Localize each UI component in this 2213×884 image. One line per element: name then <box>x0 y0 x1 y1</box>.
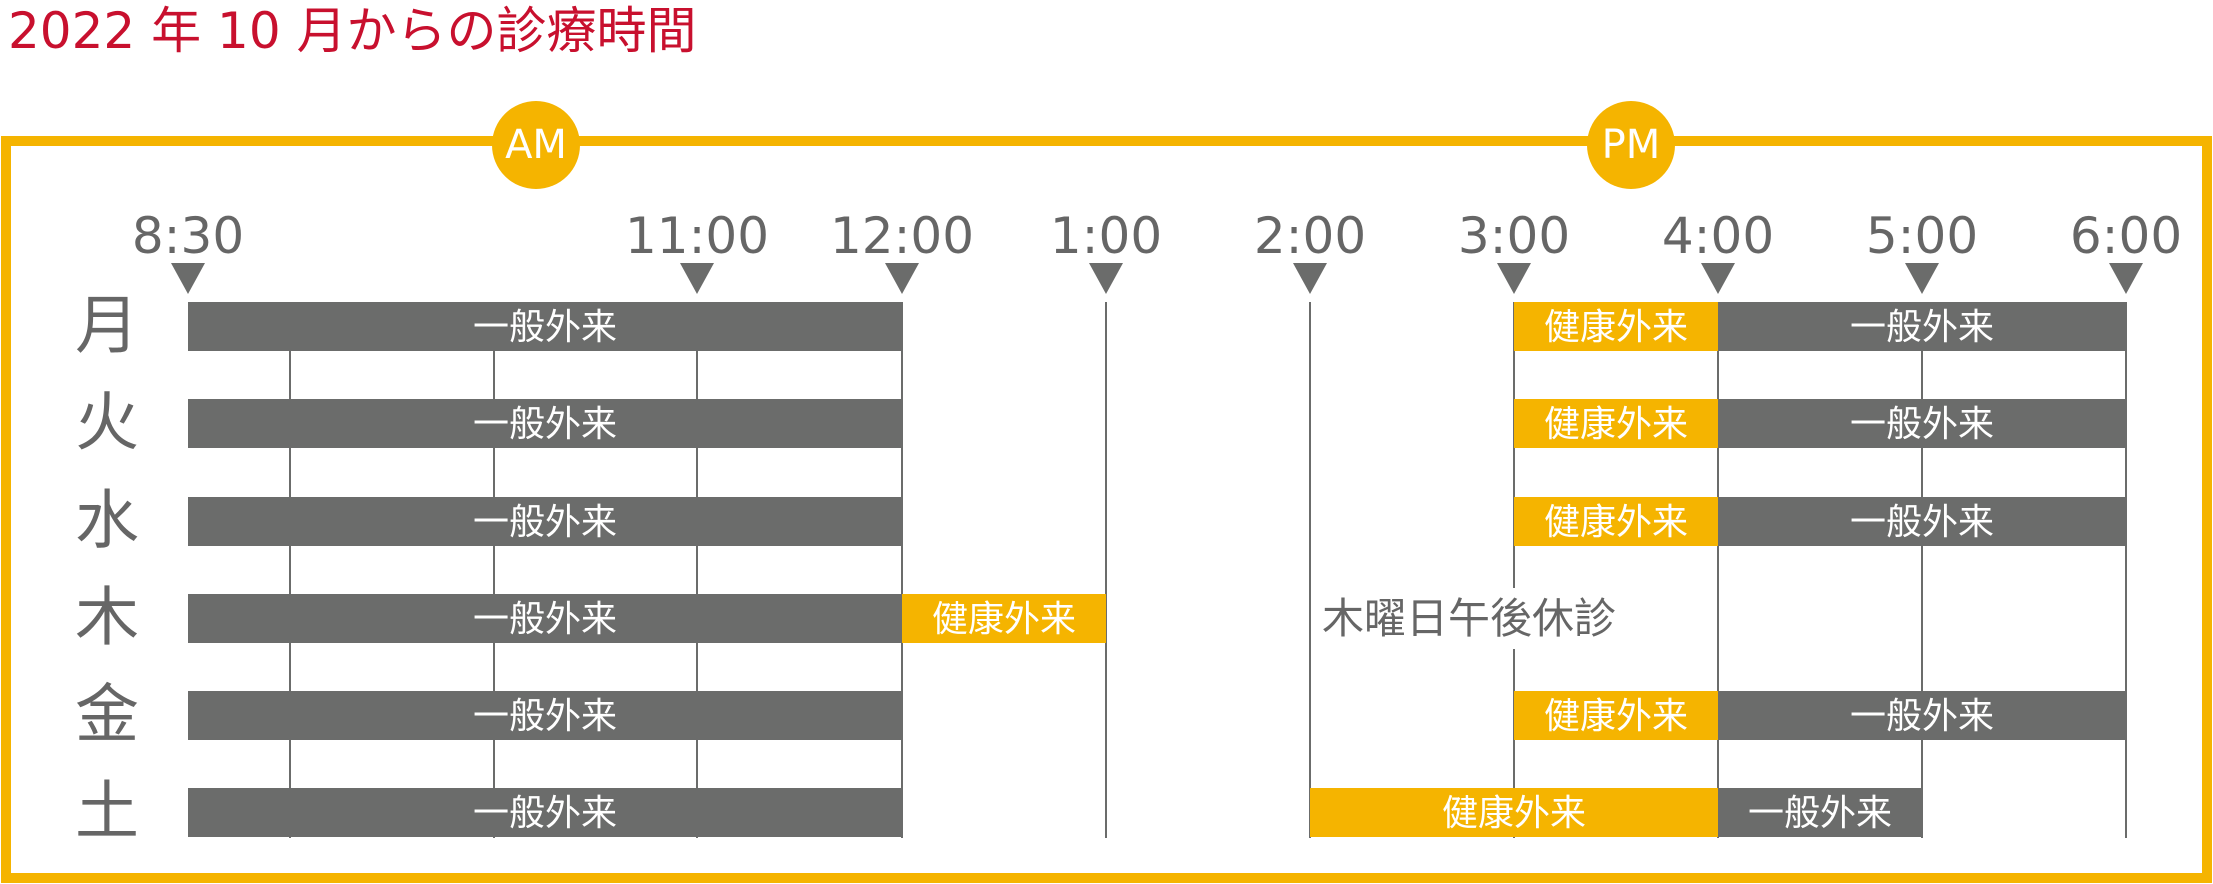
time-marker-arrow <box>1701 263 1735 294</box>
period-badge <box>1587 101 1675 189</box>
block-label: 一般外来 <box>473 404 617 445</box>
general-clinic-block <box>188 399 902 448</box>
period-badge <box>492 101 580 189</box>
day-label: 土 <box>75 776 139 850</box>
block-label: 健康外来 <box>1544 307 1688 348</box>
block-label: 健康外来 <box>1544 404 1688 445</box>
block-label: 一般外来 <box>1850 696 1994 737</box>
health-clinic-block <box>1514 302 1718 351</box>
block-label: 一般外来 <box>473 502 617 543</box>
time-label: 4:00 <box>1662 207 1774 265</box>
block-label: 一般外来 <box>473 307 617 348</box>
general-clinic-block <box>1718 497 2126 546</box>
health-clinic-block <box>902 594 1106 643</box>
block-label: 健康外来 <box>1544 502 1688 543</box>
general-clinic-block <box>188 691 902 740</box>
time-marker-arrow <box>171 263 205 294</box>
general-clinic-block <box>188 788 902 837</box>
time-marker-arrow <box>1905 263 1939 294</box>
general-clinic-block <box>1718 399 2126 448</box>
time-label: 11:00 <box>625 207 769 265</box>
health-clinic-block <box>1514 497 1718 546</box>
time-marker-arrow <box>885 263 919 294</box>
block-label: 健康外来 <box>1442 793 1586 834</box>
time-label: 12:00 <box>830 207 974 265</box>
day-label: 金 <box>75 679 139 753</box>
general-clinic-block <box>188 594 902 643</box>
block-label: 一般外来 <box>1850 502 1994 543</box>
page-title: 2022 年 10 月からの診療時間 <box>8 2 697 60</box>
health-clinic-block <box>1514 399 1718 448</box>
note-background <box>1318 588 1638 649</box>
block-label: 一般外来 <box>1850 307 1994 348</box>
block-label: 一般外来 <box>473 696 617 737</box>
block-label: 一般外来 <box>473 599 617 640</box>
general-clinic-block <box>1718 788 1922 837</box>
schedule-frame <box>1 136 2212 883</box>
time-label: 2:00 <box>1254 207 1366 265</box>
general-clinic-block <box>188 302 902 351</box>
day-label: 月 <box>75 290 139 364</box>
time-marker-arrow <box>1089 263 1123 294</box>
day-label: 水 <box>75 485 139 559</box>
block-label: 健康外来 <box>932 599 1076 640</box>
time-label: 1:00 <box>1050 207 1162 265</box>
general-clinic-block <box>188 497 902 546</box>
day-label: 木 <box>75 582 139 656</box>
closed-note: 木曜日午後休診 <box>1322 594 1616 643</box>
block-label: 一般外来 <box>473 793 617 834</box>
time-marker-arrow <box>680 263 714 294</box>
time-marker-arrow <box>1293 263 1327 294</box>
block-label: 一般外来 <box>1748 793 1892 834</box>
block-label: 一般外来 <box>1850 404 1994 445</box>
time-label: 5:00 <box>1866 207 1978 265</box>
health-clinic-block <box>1310 788 1718 837</box>
period-label: PM <box>1602 122 1661 168</box>
time-label: 3:00 <box>1458 207 1570 265</box>
time-marker-arrow <box>2109 263 2143 294</box>
time-label: 8:30 <box>132 207 244 265</box>
general-clinic-block <box>1718 302 2126 351</box>
day-label: 火 <box>75 387 139 461</box>
time-marker-arrow <box>1497 263 1531 294</box>
health-clinic-block <box>1514 691 1718 740</box>
period-label: AM <box>505 122 567 168</box>
time-label: 6:00 <box>2070 207 2182 265</box>
block-label: 健康外来 <box>1544 696 1688 737</box>
general-clinic-block <box>1718 691 2126 740</box>
